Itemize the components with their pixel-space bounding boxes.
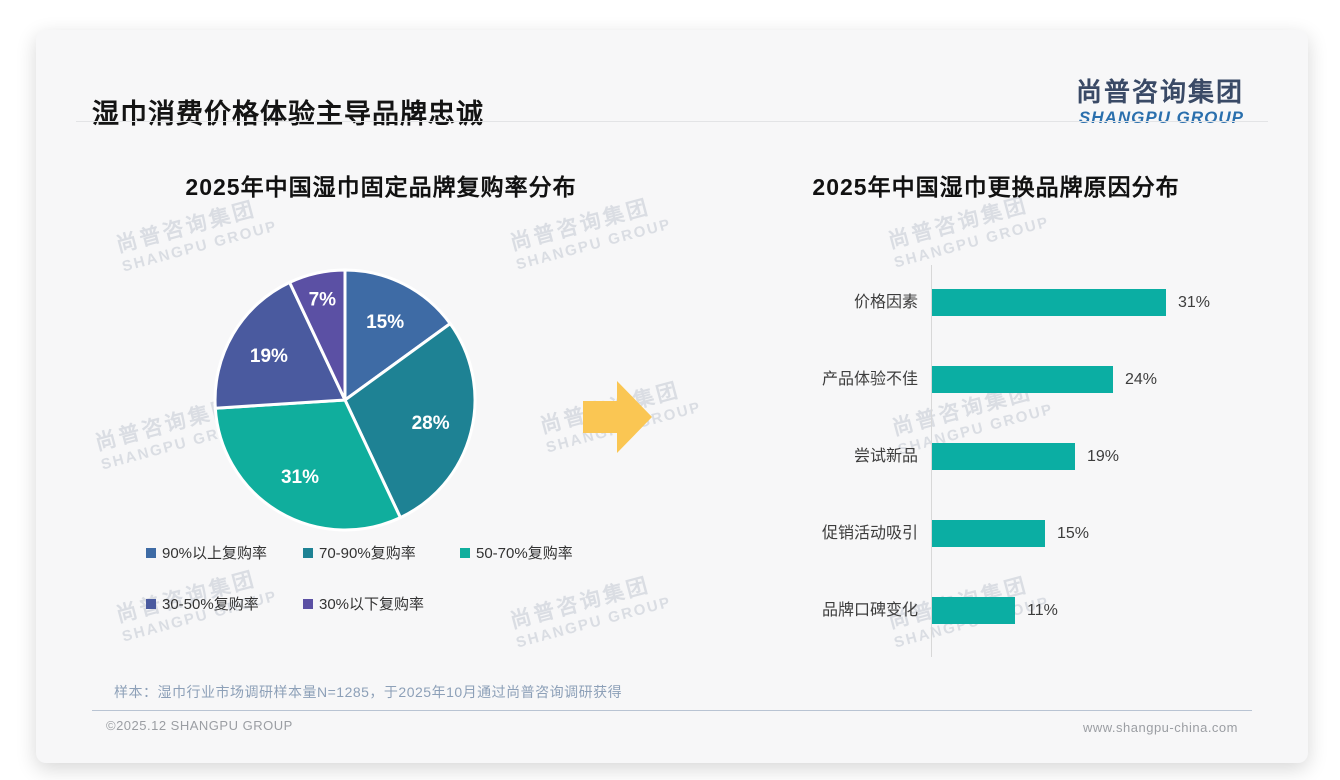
pie-slice-3 (213, 280, 347, 410)
bar-category-label: 品牌口碑变化 (821, 602, 918, 619)
logo-english-text: SHANGPU GROUP (1078, 107, 1244, 127)
bar-value-label: 11% (1027, 602, 1058, 619)
bar-category-label: 促销活动吸引 (821, 525, 918, 542)
right-arrow-svg (583, 381, 652, 453)
legend-item: 90%以上复购率 (146, 542, 303, 563)
pie-slice-2 (213, 398, 402, 532)
bar-value-label: 31% (1178, 294, 1211, 311)
bar-value-label: 15% (1057, 525, 1090, 542)
bar-value-label: 19% (1087, 448, 1120, 465)
pie-chart-title: 2025年中国湿巾固定品牌复购率分布 (185, 174, 577, 200)
pie-legend: 90%以上复购率 70-90%复购率 50-70%复购率 30-50%复购率 30%以下… (146, 542, 638, 614)
bar-value-label: 24% (1125, 371, 1158, 388)
pie-slice-4 (288, 268, 347, 402)
pie-data-label: 15% (366, 312, 404, 333)
bar-rect-1 (932, 366, 1113, 393)
footer-website: www.shangpu-china.com (1082, 720, 1238, 735)
pie-data-label: 7% (309, 290, 337, 311)
slide-card: 湿巾消费价格体验主导品牌忠诚 尚普咨询集团 SHANGPU GROUP 尚普咨询… (36, 30, 1308, 763)
pie-slice-0 (343, 268, 452, 402)
right-arrow-shape (583, 381, 652, 453)
footer-divider (92, 710, 1252, 711)
footer-copyright: ©2025.12 SHANGPU GROUP (106, 718, 293, 733)
legend-label: 70-90%复购率 (319, 545, 416, 562)
header-divider (76, 121, 1268, 122)
pie-chart-svg: 15% 28% 31% 19% 7% (213, 268, 477, 532)
legend-label: 90%以上复购率 (162, 545, 268, 562)
logo-chinese-text: 尚普咨询集团 (1075, 77, 1244, 107)
bar-chart-axis-line (931, 265, 932, 657)
company-logo: 尚普咨询集团 SHANGPU GROUP (1075, 77, 1244, 127)
page-title: 湿巾消费价格体验主导品牌忠诚 (92, 99, 484, 129)
pie-data-label: 31% (281, 467, 319, 488)
sample-note: 样本：湿巾行业市场调研样本量N=1285，于2025年10月通过尚普咨询调研获得 (114, 684, 623, 700)
bar-rect-4 (932, 597, 1015, 624)
pie-data-label: 28% (412, 413, 450, 434)
legend-swatch (146, 598, 156, 609)
bar-category-label: 价格因素 (853, 294, 918, 311)
legend-swatch (303, 598, 313, 609)
bar-chart: 价格因素 31% 产品体验不佳 24% 尝试新品 19% 促销活动吸引 15% 品牌口碑变化 11… (736, 265, 1296, 665)
pie-chart: 15% 28% 31% 19% 7% (207, 262, 483, 538)
bar-category-label: 产品体验不佳 (821, 371, 918, 388)
bar-rect-0 (932, 289, 1166, 316)
legend-item: 70-90%复购率 (303, 542, 460, 563)
legend-swatch (303, 547, 313, 558)
legend-swatch (460, 547, 470, 558)
pie-slice-1 (343, 322, 477, 520)
bar-rect-2 (932, 443, 1075, 470)
legend-label: 50-70%复购率 (476, 545, 573, 562)
pie-data-label: 19% (250, 346, 288, 367)
legend-label: 30%以下复购率 (319, 596, 425, 613)
right-arrow-icon (583, 381, 653, 453)
legend-item: 30%以下复购率 (303, 593, 460, 614)
bar-rect-3 (932, 520, 1045, 547)
bar-category-label: 尝试新品 (853, 448, 918, 465)
legend-swatch (146, 547, 156, 558)
legend-item: 50-70%复购率 (460, 542, 617, 563)
bar-chart-title: 2025年中国湿巾更换品牌原因分布 (812, 174, 1180, 200)
legend-item: 30-50%复购率 (146, 593, 303, 614)
legend-label: 30-50%复购率 (162, 596, 259, 613)
